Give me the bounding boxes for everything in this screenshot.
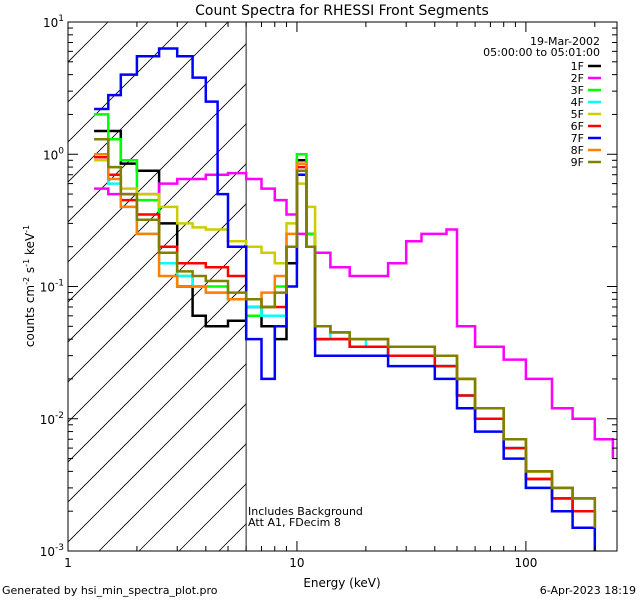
- annotation-attenuator: Att A1, FDecim 8: [248, 516, 341, 529]
- series-line-2F: [94, 171, 615, 459]
- axis-ticks: 1 10 100 101 100 10-1 10-2 10-3: [40, 14, 617, 570]
- y-axis-label: counts cm-2 s-1 keV-1: [22, 225, 37, 347]
- series-line-9F: [94, 137, 597, 528]
- footer-timestamp: 6-Apr-2023 18:19: [540, 584, 636, 597]
- legend-label-8F: 8F: [571, 144, 584, 157]
- legend-label-4F: 4F: [571, 96, 584, 109]
- hatch-line: [68, 22, 309, 263]
- x-tick-label: 10: [289, 556, 304, 570]
- x-tick-label: 1: [64, 556, 72, 570]
- series-group: [94, 47, 615, 551]
- footer-generated-by: Generated by hsi_min_spectra_plot.pro: [2, 584, 218, 597]
- x-tick-label: 100: [514, 556, 537, 570]
- annotation-background: Includes Background: [248, 505, 363, 518]
- y-tick-label: 101: [43, 14, 64, 30]
- legend-label-1F: 1F: [571, 60, 584, 73]
- y-tick-label: 10-2: [40, 411, 64, 427]
- legend-label-9F: 9F: [571, 156, 584, 169]
- x-axis-label: Energy (keV): [303, 576, 380, 590]
- y-tick-label: 10-3: [40, 543, 64, 559]
- hatch-line: [68, 22, 229, 183]
- y-tick-label: 100: [43, 146, 64, 162]
- date-label: 19-Mar-2002: [530, 35, 600, 48]
- legend-label-7F: 7F: [571, 132, 584, 145]
- time-range-label: 05:00:00 to 05:01:00: [483, 46, 600, 59]
- hatch-line: [68, 22, 269, 223]
- y-tick-label: 10-1: [40, 279, 64, 295]
- legend-label-5F: 5F: [571, 108, 584, 121]
- hatch-mask: [246, 22, 617, 551]
- chart-title: Count Spectra for RHESSI Front Segments: [195, 3, 489, 19]
- legend-label-6F: 6F: [571, 120, 584, 133]
- legend-label-3F: 3F: [571, 84, 584, 97]
- legend-label-2F: 2F: [571, 72, 584, 85]
- excluded-energy-hatch: [68, 22, 617, 551]
